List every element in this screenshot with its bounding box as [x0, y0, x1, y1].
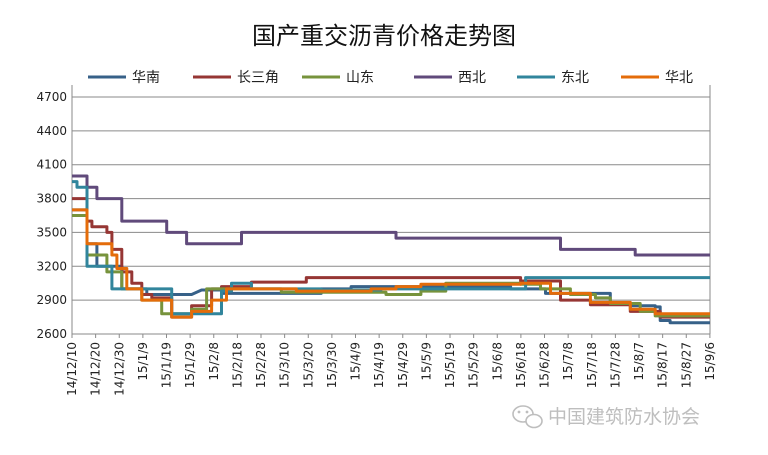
x-tick-label: 15/6/8 — [490, 342, 504, 381]
x-tick-label: 15/7/28 — [608, 342, 622, 388]
legend-label: 东北 — [561, 70, 589, 86]
legend-item: 西北 — [414, 70, 486, 86]
x-tick-label: 15/1/19 — [160, 342, 174, 388]
y-axis-ticks: 2600 2900 3200 3500 3800 4100 4400 4700 — [36, 90, 67, 341]
x-tick-label: 15/8/17 — [656, 342, 670, 388]
series-line-6 — [72, 208, 710, 319]
x-tick-label: 14/12/30 — [112, 342, 126, 396]
y-tick-label: 2600 — [36, 327, 67, 341]
x-tick-label: 15/9/6 — [703, 342, 717, 381]
legend: 华南 长三角 山东 西北 东北 华北 — [88, 70, 693, 86]
x-tick-label: 15/8/27 — [679, 342, 693, 388]
x-tick-label: 15/3/20 — [301, 342, 315, 388]
legend-item: 东北 — [517, 70, 589, 86]
series-lines — [72, 174, 710, 325]
x-tick-label: 15/8/7 — [632, 342, 646, 381]
legend-item: 山东 — [302, 70, 374, 86]
x-tick-label: 15/7/18 — [585, 342, 599, 388]
x-tick-label: 15/3/10 — [278, 342, 292, 388]
x-tick-label: 15/1/9 — [136, 342, 150, 381]
x-axis-ticks: 14/12/10 14/12/20 14/12/30 15/1/9 15/1/19 15/… — [65, 334, 717, 396]
x-tick-label: 15/5/9 — [419, 342, 433, 381]
watermark: 中国建筑防水协会 — [512, 405, 700, 429]
x-tick-label: 15/2/8 — [207, 342, 221, 381]
x-tick-label: 15/6/18 — [514, 342, 528, 388]
y-tick-label: 3800 — [36, 192, 67, 206]
y-tick-label: 4400 — [36, 124, 67, 138]
legend-item: 长三角 — [193, 70, 279, 86]
y-tick-label: 4100 — [36, 158, 67, 172]
x-tick-label: 15/4/9 — [349, 342, 363, 381]
x-tick-label: 15/1/29 — [183, 342, 197, 388]
x-tick-label: 15/7/8 — [561, 342, 575, 381]
watermark-text: 中国建筑防水协会 — [548, 406, 700, 428]
x-tick-label: 15/6/28 — [538, 342, 552, 388]
y-tick-label: 3200 — [36, 259, 67, 273]
legend-item: 华南 — [88, 70, 160, 86]
x-tick-label: 15/4/19 — [372, 342, 386, 388]
y-tick-label: 2900 — [36, 293, 67, 307]
x-tick-label: 14/12/20 — [89, 342, 103, 396]
x-tick-label: 15/2/18 — [230, 342, 244, 388]
x-tick-label: 15/2/28 — [254, 342, 268, 388]
legend-item: 华北 — [621, 70, 693, 86]
x-tick-label: 15/3/30 — [325, 342, 339, 388]
legend-label: 华北 — [665, 70, 693, 86]
gridlines — [71, 85, 711, 335]
series-line-4 — [72, 174, 710, 257]
x-tick-label: 15/5/29 — [467, 342, 481, 388]
x-tick-label: 15/4/29 — [396, 342, 410, 388]
y-tick-label: 3500 — [36, 225, 67, 239]
y-tick-label: 4700 — [36, 90, 67, 104]
x-tick-label: 14/12/10 — [65, 342, 79, 396]
chart-title: 国产重交沥青价格走势图 — [252, 22, 516, 50]
legend-label: 山东 — [346, 70, 374, 86]
legend-label: 华南 — [132, 70, 160, 86]
legend-label: 西北 — [458, 70, 486, 86]
legend-label: 长三角 — [237, 70, 279, 86]
x-tick-label: 15/5/19 — [443, 342, 457, 388]
wechat-icon — [512, 405, 543, 429]
